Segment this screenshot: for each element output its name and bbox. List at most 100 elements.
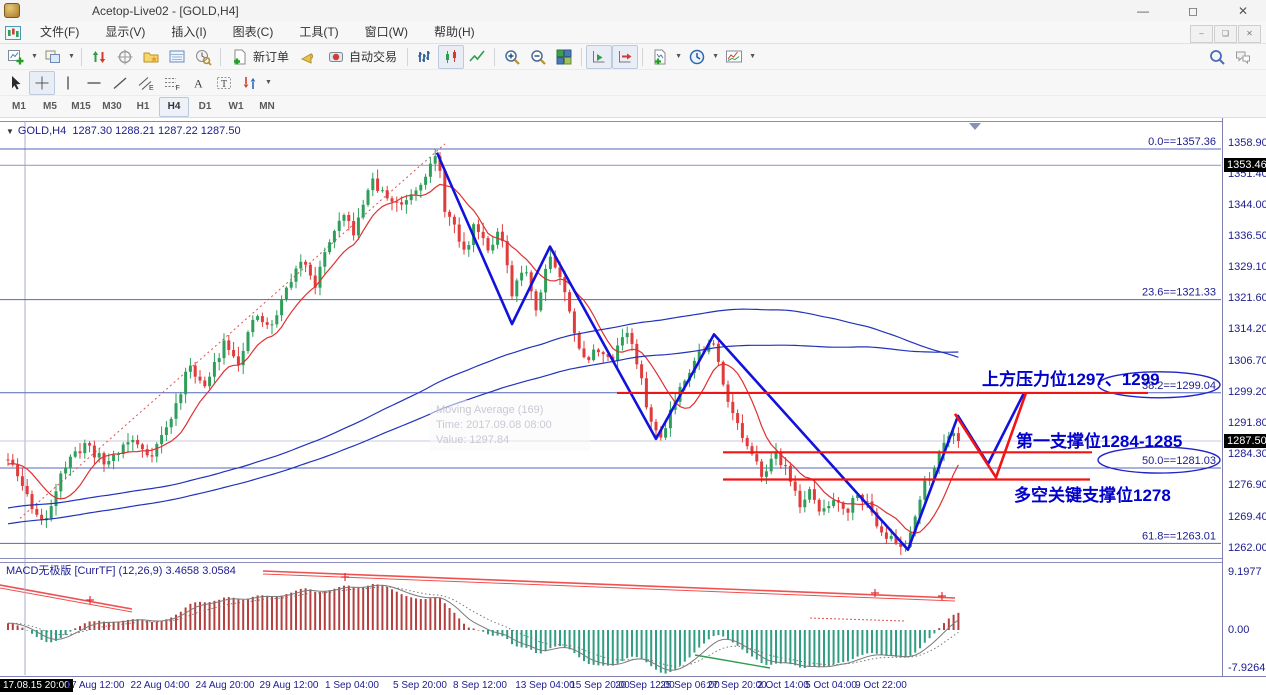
price-axis-label: 1306.70 [1228,354,1266,367]
price-axis-label: 1269.40 [1228,510,1266,523]
profiles-button[interactable] [40,45,66,69]
zoom-in-button[interactable] [499,45,525,69]
chart-canvas[interactable]: 0.0==1357.36 23.6==1321.33 38.2==1299.04 50… [0,118,1222,695]
menu-item-6[interactable]: 帮助(H) [433,25,475,39]
timeframe-mn[interactable]: MN [259,100,275,112]
menu-item-1[interactable]: 显示(V) [105,25,146,39]
mdi-restore-icon[interactable]: ❏ [1214,25,1237,43]
tooltip-time: Time: 2017.09.08 08:00 [436,419,552,431]
timeframe-h4[interactable]: H4 [159,96,189,117]
time-axis-label: 20 Sep 12:00 [615,680,675,691]
fib-ellipse-3[interactable] [1097,446,1221,474]
macd-marker-1[interactable] [341,573,349,581]
annotation-0[interactable]: 上方压力位1297、1299 [982,369,1160,389]
price-axis-label: 1284.30 [1228,448,1266,461]
annotation-1[interactable]: 第一支撑位1284-1285 [1016,431,1182,451]
red-zigzag[interactable] [953,392,1028,479]
dotted-trendline[interactable] [19,143,446,519]
text-button[interactable]: A [185,71,211,95]
timeframe-h1[interactable]: H1 [136,100,150,112]
auto-scroll-button[interactable] [586,44,613,69]
menu-item-5[interactable]: 窗口(W) [364,25,408,39]
macd-trendline-0[interactable] [0,584,133,610]
new-order-label: 新订单 [253,50,290,64]
timeframe-w1[interactable]: W1 [228,100,244,112]
symbol-ohlc: 1287.30 1288.21 1287.22 1287.50 [72,125,241,137]
annotation-2[interactable]: 多空关键支撑位1278 [1014,485,1171,505]
profiles-dropdown[interactable]: ▼ [68,53,75,60]
text-label-button[interactable]: T [211,71,237,95]
menu-item-4[interactable]: 工具(T) [299,25,339,39]
time-axis-label: 8 Sep 12:00 [453,680,507,691]
timeframe-m1[interactable]: M1 [12,100,26,112]
horizontal-line-button[interactable] [81,71,107,95]
new-chart-dropdown[interactable]: ▼ [31,53,38,60]
autotrading-button[interactable]: 自动交易 [321,45,403,69]
arrows-button[interactable] [237,71,263,95]
macd-marker-2[interactable] [871,589,879,597]
time-axis-label: 5 Sep 20:00 [393,680,447,691]
chart-shift-button[interactable] [612,44,639,69]
zoom-out-button[interactable] [525,45,551,69]
metaeditor-button[interactable] [295,45,321,69]
menu-item-2[interactable]: 插入(I) [171,25,207,39]
terminal-button[interactable] [164,45,190,69]
price-axis[interactable]: 1358.90 1351.40 1344.00 1336.50 1329.10 1321.… [1222,118,1266,676]
svg-text:T: T [221,79,227,90]
tooltip-title: Moving Average (169) [436,404,544,416]
vertical-line-button[interactable] [55,71,81,95]
timeframe-d1[interactable]: D1 [198,100,212,112]
strategy-tester-button[interactable] [190,45,216,69]
fib-ellipse-2[interactable] [1097,371,1221,399]
macd-marker-0[interactable] [86,596,94,604]
time-axis[interactable]: 17.08.15 20:00 17 Aug 12:00 22 Aug 04:00 24… [0,676,1266,695]
fibonacci-button[interactable]: F [159,71,185,95]
community-button[interactable] [1230,45,1256,69]
chart-window-icon [5,25,21,40]
toolbar-separator [581,47,583,66]
mdi-close-icon[interactable]: ✕ [1238,25,1261,43]
time-axis-label: 1 Sep 04:00 [325,680,379,691]
tile-windows-button[interactable] [551,45,577,69]
indicators-dropdown[interactable]: ▼ [675,53,682,60]
market-watch-button[interactable] [86,45,112,69]
crosshair-button[interactable] [29,70,55,95]
mdi-controls: – ❏ ✕ [1189,25,1261,43]
new-chart-button[interactable] [3,45,29,69]
time-axis-label: 22 Aug 04:00 [130,680,190,691]
trendline-button[interactable] [107,71,133,95]
macd-trendline-1[interactable] [262,570,956,599]
templates-button[interactable] [721,45,747,69]
timeframe-m5[interactable]: M5 [43,100,57,112]
cursor-button[interactable] [3,71,29,95]
ma-slow-blue-1 [7,308,959,509]
symbol-dropdown-icon[interactable]: ▼ [6,127,14,136]
periods-button[interactable] [684,45,710,69]
navigator-button[interactable] [138,45,164,69]
equidistant-channel-button[interactable]: E [133,71,159,95]
chart-shift-marker[interactable] [969,123,981,130]
mdi-minimize-icon[interactable]: – [1190,25,1213,43]
data-window-button[interactable] [112,45,138,69]
arrows-dropdown[interactable]: ▼ [265,79,272,86]
new-order-button[interactable]: 新订单 [225,45,295,69]
symbol-overlay[interactable]: ▼ GOLD,H4 1287.30 1288.21 1287.22 1287.50 [6,125,241,137]
price-axis-label: 1336.50 [1228,230,1266,243]
timeframe-m30[interactable]: M30 [102,100,122,112]
indicators-button[interactable] [647,45,673,69]
timeframe-m15[interactable]: M15 [71,100,91,112]
macd-marker-3[interactable] [938,592,946,600]
search-button[interactable] [1204,45,1230,69]
maximize-icon[interactable]: ◻ [1188,4,1198,18]
chart-line-button[interactable] [464,45,490,69]
candles [6,149,960,556]
templates-dropdown[interactable]: ▼ [749,53,756,60]
chart-bars-button[interactable] [412,45,438,69]
menu-item-0[interactable]: 文件(F) [40,25,80,39]
close-icon[interactable]: ✕ [1237,4,1249,18]
minimize-icon[interactable]: — [1137,4,1149,18]
menu-item-3[interactable]: 图表(C) [232,25,274,39]
periods-dropdown[interactable]: ▼ [712,53,719,60]
fib-label-4: 61.8==1263.01 [1142,530,1216,542]
chart-candles-button[interactable] [438,44,465,69]
